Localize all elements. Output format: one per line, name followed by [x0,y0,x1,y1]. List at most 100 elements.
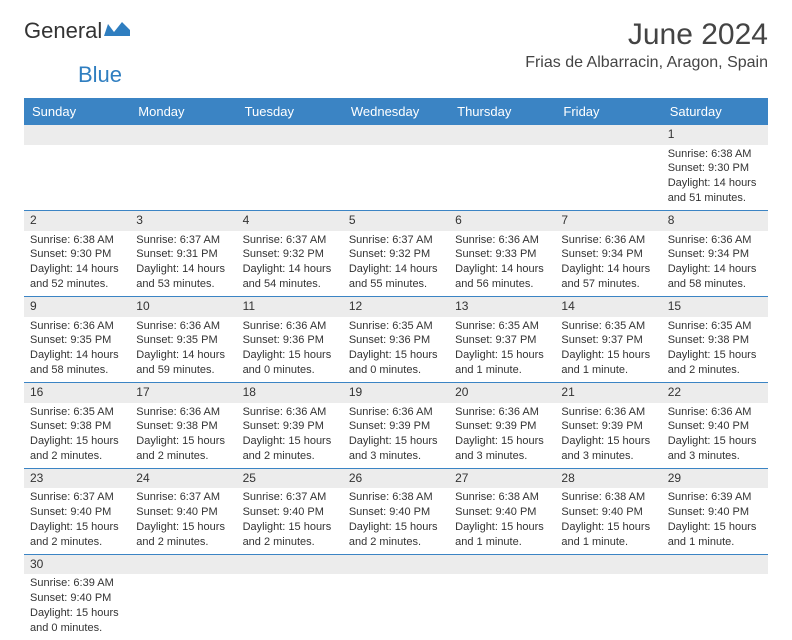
day-detail-line: Daylight: 15 hours [30,434,124,449]
day-number-empty [449,555,555,575]
day-detail-line: and 1 minute. [455,535,549,550]
day-detail-line: Daylight: 15 hours [455,520,549,535]
day-detail-line: and 3 minutes. [455,449,549,464]
day-detail-line: Sunset: 9:31 PM [136,247,230,262]
day-detail-line: Sunrise: 6:37 AM [136,490,230,505]
day-number-empty [555,125,661,145]
day-detail-line: and 58 minutes. [30,363,124,378]
day-detail-line: Sunset: 9:34 PM [561,247,655,262]
day-detail-line: Daylight: 15 hours [243,434,337,449]
day-detail-line: Sunrise: 6:36 AM [136,405,230,420]
calendar-cell: 26Sunrise: 6:38 AMSunset: 9:40 PMDayligh… [343,468,449,554]
day-details: Sunrise: 6:37 AMSunset: 9:40 PMDaylight:… [130,488,236,553]
day-detail-line: Sunrise: 6:36 AM [668,233,762,248]
calendar-cell: 7Sunrise: 6:36 AMSunset: 9:34 PMDaylight… [555,210,661,296]
calendar-cell: 5Sunrise: 6:37 AMSunset: 9:32 PMDaylight… [343,210,449,296]
day-number: 20 [449,383,555,403]
calendar-cell: 3Sunrise: 6:37 AMSunset: 9:31 PMDaylight… [130,210,236,296]
day-detail-line: and 2 minutes. [243,535,337,550]
day-number: 17 [130,383,236,403]
day-number: 15 [662,297,768,317]
day-detail-line: and 3 minutes. [668,449,762,464]
day-number: 2 [24,211,130,231]
day-detail-line: and 58 minutes. [668,277,762,292]
day-number-empty [237,125,343,145]
day-detail-line: Sunrise: 6:39 AM [668,490,762,505]
calendar-cell: 29Sunrise: 6:39 AMSunset: 9:40 PMDayligh… [662,468,768,554]
day-detail-line: Daylight: 15 hours [455,348,549,363]
calendar-row: 1Sunrise: 6:38 AMSunset: 9:30 PMDaylight… [24,125,768,210]
month-title: June 2024 [525,18,768,52]
day-detail-line: Sunrise: 6:36 AM [136,319,230,334]
day-details: Sunrise: 6:39 AMSunset: 9:40 PMDaylight:… [662,488,768,553]
day-details: Sunrise: 6:37 AMSunset: 9:40 PMDaylight:… [237,488,343,553]
day-detail-line: Daylight: 15 hours [668,520,762,535]
day-details: Sunrise: 6:36 AMSunset: 9:40 PMDaylight:… [662,403,768,468]
calendar-cell: 30Sunrise: 6:39 AMSunset: 9:40 PMDayligh… [24,554,130,639]
day-detail-line: Daylight: 14 hours [668,262,762,277]
day-detail-line: and 55 minutes. [349,277,443,292]
day-details: Sunrise: 6:36 AMSunset: 9:39 PMDaylight:… [449,403,555,468]
calendar-row: 30Sunrise: 6:39 AMSunset: 9:40 PMDayligh… [24,554,768,639]
day-details: Sunrise: 6:37 AMSunset: 9:32 PMDaylight:… [343,231,449,296]
calendar-cell: 24Sunrise: 6:37 AMSunset: 9:40 PMDayligh… [130,468,236,554]
day-number: 1 [662,125,768,145]
day-detail-line: and 2 minutes. [136,535,230,550]
day-detail-line: Daylight: 15 hours [243,520,337,535]
day-detail-line: Sunset: 9:37 PM [455,333,549,348]
day-detail-line: Sunset: 9:39 PM [455,419,549,434]
day-detail-line: Daylight: 15 hours [136,520,230,535]
day-number-empty [130,125,236,145]
day-detail-line: Daylight: 14 hours [349,262,443,277]
day-detail-line: Daylight: 15 hours [243,348,337,363]
day-detail-line: Daylight: 14 hours [668,176,762,191]
day-detail-line: Sunrise: 6:37 AM [243,490,337,505]
day-details: Sunrise: 6:37 AMSunset: 9:40 PMDaylight:… [24,488,130,553]
day-number: 3 [130,211,236,231]
logo-text-blue: Blue [78,62,122,87]
day-detail-line: Sunrise: 6:35 AM [30,405,124,420]
calendar-cell: 27Sunrise: 6:38 AMSunset: 9:40 PMDayligh… [449,468,555,554]
calendar-row: 2Sunrise: 6:38 AMSunset: 9:30 PMDaylight… [24,210,768,296]
calendar-cell: 1Sunrise: 6:38 AMSunset: 9:30 PMDaylight… [662,125,768,210]
day-detail-line: Sunset: 9:37 PM [561,333,655,348]
day-detail-line: Sunset: 9:33 PM [455,247,549,262]
day-header: Saturday [662,98,768,125]
day-detail-line: Sunrise: 6:37 AM [136,233,230,248]
day-detail-line: and 0 minutes. [30,621,124,636]
day-number: 11 [237,297,343,317]
day-details: Sunrise: 6:38 AMSunset: 9:30 PMDaylight:… [662,145,768,210]
day-header: Sunday [24,98,130,125]
day-detail-line: Sunset: 9:40 PM [349,505,443,520]
calendar-cell: 23Sunrise: 6:37 AMSunset: 9:40 PMDayligh… [24,468,130,554]
day-details: Sunrise: 6:35 AMSunset: 9:38 PMDaylight:… [24,403,130,468]
day-detail-line: Sunrise: 6:36 AM [455,233,549,248]
day-details: Sunrise: 6:38 AMSunset: 9:40 PMDaylight:… [555,488,661,553]
day-header: Friday [555,98,661,125]
logo: General [24,18,131,44]
calendar-cell: 22Sunrise: 6:36 AMSunset: 9:40 PMDayligh… [662,382,768,468]
day-number: 6 [449,211,555,231]
calendar-cell [237,125,343,210]
day-number: 29 [662,469,768,489]
day-number: 7 [555,211,661,231]
day-detail-line: Daylight: 14 hours [561,262,655,277]
day-detail-line: and 3 minutes. [561,449,655,464]
day-number-empty [130,555,236,575]
day-details: Sunrise: 6:39 AMSunset: 9:40 PMDaylight:… [24,574,130,639]
calendar-row: 16Sunrise: 6:35 AMSunset: 9:38 PMDayligh… [24,382,768,468]
day-detail-line: Sunset: 9:34 PM [668,247,762,262]
day-number: 12 [343,297,449,317]
day-detail-line: Sunrise: 6:36 AM [349,405,443,420]
day-detail-line: and 56 minutes. [455,277,549,292]
day-detail-line: and 1 minute. [561,363,655,378]
day-detail-line: Sunset: 9:35 PM [30,333,124,348]
day-detail-line: Daylight: 14 hours [30,262,124,277]
day-detail-line: Sunset: 9:40 PM [668,505,762,520]
calendar-cell: 8Sunrise: 6:36 AMSunset: 9:34 PMDaylight… [662,210,768,296]
calendar-cell: 28Sunrise: 6:38 AMSunset: 9:40 PMDayligh… [555,468,661,554]
day-detail-line: Daylight: 15 hours [30,606,124,621]
day-header: Wednesday [343,98,449,125]
day-detail-line: Sunrise: 6:36 AM [30,319,124,334]
day-number: 30 [24,555,130,575]
